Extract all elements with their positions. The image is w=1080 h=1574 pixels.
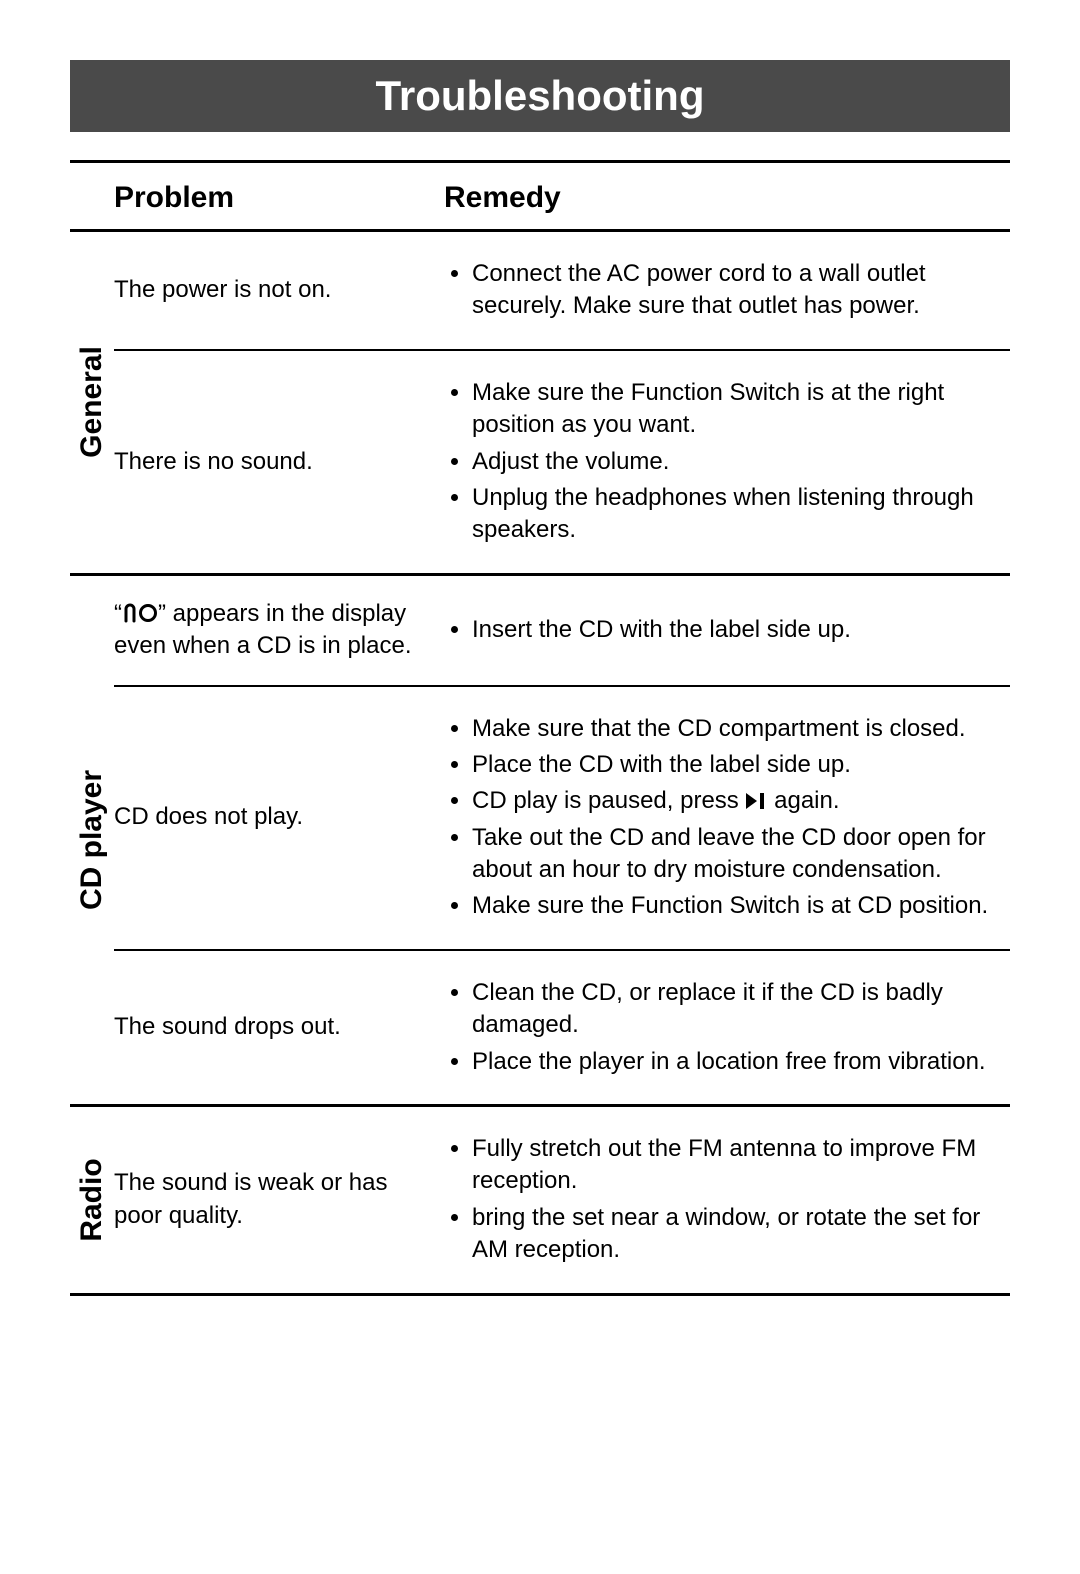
page: Troubleshooting Problem Remedy GeneralTh…	[0, 0, 1080, 1356]
problem-cell: The sound is weak or has poor quality.	[114, 1167, 444, 1232]
section-radio: RadioThe sound is weak or has poor quali…	[70, 1107, 1010, 1296]
problem-cell: “” appears in the display even when a CD…	[114, 598, 444, 663]
problem-column-header: Problem	[114, 181, 444, 215]
page-title-bar: Troubleshooting	[70, 60, 1010, 132]
play-pause-icon	[745, 792, 767, 810]
list-item: CD play is paused, press again.	[472, 785, 1010, 817]
remedy-cell: Make sure that the CD compartment is clo…	[444, 709, 1010, 927]
remedy-cell: Insert the CD with the label side up.	[444, 610, 1010, 650]
list-item: Make sure the Function Switch is at CD p…	[472, 890, 1010, 922]
problem-cell: The power is not on.	[114, 274, 444, 306]
remedy-list: Fully stretch out the FM antenna to impr…	[444, 1133, 1010, 1267]
rows-box: The sound is weak or has poor quality. Fu…	[114, 1107, 1010, 1293]
table-row: “” appears in the display even when a CD…	[114, 576, 1010, 685]
category-label-text: CD player	[75, 770, 109, 910]
list-item: Adjust the volume.	[472, 446, 1010, 478]
table-header-row: Problem Remedy	[70, 160, 1010, 232]
remedy-cell: Clean the CD, or replace it if the CD is…	[444, 973, 1010, 1082]
table-row: The power is not on. Connect the AC power…	[114, 232, 1010, 349]
list-item: Unplug the headphones when listening thr…	[472, 482, 1010, 547]
problem-cell: The sound drops out.	[114, 1011, 444, 1043]
table-row: The sound drops out. Clean the CD, or rep…	[114, 949, 1010, 1104]
category-label-text: General	[75, 346, 109, 458]
list-item: Take out the CD and leave the CD door op…	[472, 822, 1010, 887]
list-item: Insert the CD with the label side up.	[472, 614, 1010, 646]
list-item: Clean the CD, or replace it if the CD is…	[472, 977, 1010, 1042]
problem-cell: There is no sound.	[114, 446, 444, 478]
list-item: Place the CD with the label side up.	[472, 749, 1010, 781]
table-row: The sound is weak or has poor quality. Fu…	[114, 1107, 1010, 1293]
list-item: Fully stretch out the FM antenna to impr…	[472, 1133, 1010, 1198]
list-item: Place the player in a location free from…	[472, 1046, 1010, 1078]
category-label-general: General	[70, 232, 114, 573]
list-item: Make sure that the CD compartment is clo…	[472, 713, 1010, 745]
rows-box: The power is not on. Connect the AC power…	[114, 232, 1010, 573]
rows-box: “” appears in the display even when a CD…	[114, 576, 1010, 1104]
page-title: Troubleshooting	[376, 72, 705, 119]
problem-cell: CD does not play.	[114, 801, 444, 833]
remedy-cell: Fully stretch out the FM antenna to impr…	[444, 1129, 1010, 1271]
no-disc-icon	[122, 603, 158, 623]
remedy-list: Make sure that the CD compartment is clo…	[444, 713, 1010, 923]
remedy-list: Clean the CD, or replace it if the CD is…	[444, 977, 1010, 1078]
remedy-list: Make sure the Function Switch is at the …	[444, 377, 1010, 547]
remedy-list: Connect the AC power cord to a wall outl…	[444, 258, 1010, 323]
category-col-spacer	[70, 181, 114, 215]
list-item: Connect the AC power cord to a wall outl…	[472, 258, 1010, 323]
list-item: bring the set near a window, or rotate t…	[472, 1202, 1010, 1267]
table-row: There is no sound. Make sure the Function…	[114, 349, 1010, 573]
remedy-cell: Make sure the Function Switch is at the …	[444, 373, 1010, 551]
section-cd-player: CD player “” appears in the display even …	[70, 576, 1010, 1107]
category-label-radio: Radio	[70, 1107, 114, 1293]
category-label-text: Radio	[75, 1158, 109, 1241]
remedy-column-header: Remedy	[444, 181, 1010, 215]
remedy-list: Insert the CD with the label side up.	[444, 614, 1010, 646]
table-row: CD does not play. Make sure that the CD c…	[114, 685, 1010, 949]
sections-container: General The power is not on. Connect the A…	[70, 232, 1010, 1296]
category-label-cd-player: CD player	[70, 576, 114, 1104]
remedy-cell: Connect the AC power cord to a wall outl…	[444, 254, 1010, 327]
section-general: General The power is not on. Connect the A…	[70, 232, 1010, 576]
list-item: Make sure the Function Switch is at the …	[472, 377, 1010, 442]
